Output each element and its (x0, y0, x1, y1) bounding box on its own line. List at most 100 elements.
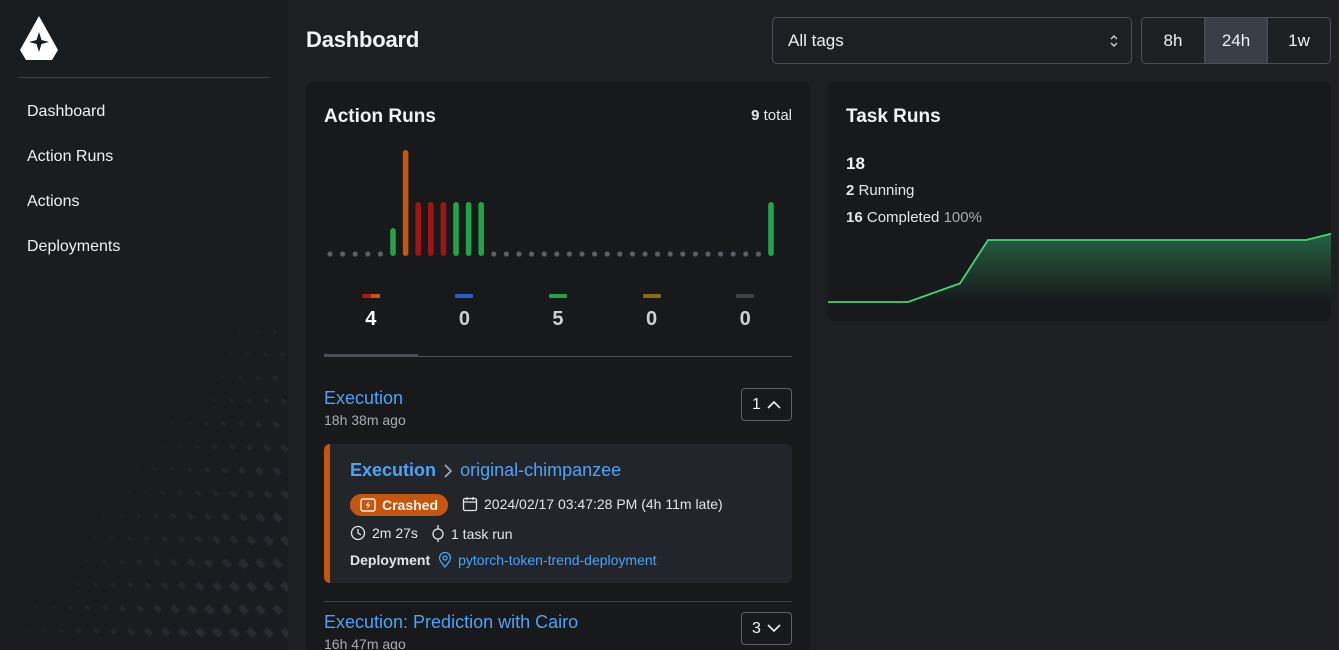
run-card[interactable]: Execution original-chimpanzee Crashed 20… (324, 444, 792, 583)
decorative-dot (144, 536, 150, 542)
range-24h-button[interactable]: 24h (1205, 18, 1268, 63)
decorative-dot (204, 558, 214, 568)
run-name-link[interactable]: original-chimpanzee (460, 460, 622, 480)
decorative-dot (34, 605, 38, 609)
action-runs-title: Action Runs (324, 106, 436, 127)
decorative-dot (127, 490, 131, 494)
sidebar-item-dashboard[interactable]: Dashboard (27, 103, 106, 120)
histogram-empty-dot (667, 251, 673, 257)
histogram-empty-dot (541, 251, 547, 257)
tag-filter-select[interactable]: All tags (772, 17, 1132, 64)
histogram-bar[interactable] (465, 202, 472, 256)
histogram-bar[interactable] (428, 202, 434, 256)
run-group-title[interactable]: Execution (324, 388, 404, 408)
decorative-dot (204, 421, 209, 426)
histogram-bar[interactable] (402, 150, 409, 256)
histogram-bar[interactable] (390, 228, 396, 256)
range-8h-button[interactable]: 8h (1142, 18, 1205, 63)
decorative-dot (221, 558, 232, 569)
action-runs-histogram[interactable] (324, 144, 792, 262)
state-tab-scheduled[interactable]: 0 (605, 288, 699, 356)
decorative-dot (187, 512, 195, 520)
decorative-dot (280, 535, 288, 546)
sidebar-item-deployments[interactable]: Deployments (27, 238, 121, 255)
decorative-dot (204, 512, 213, 521)
decorative-dot (246, 443, 254, 451)
histogram-empty-dot (617, 251, 623, 257)
decorative-dot (153, 558, 161, 566)
decorative-dot (153, 513, 159, 519)
histogram-empty-dot (592, 251, 598, 257)
run-group-time: 18h 38m ago (324, 412, 406, 428)
decorative-dot (144, 627, 153, 637)
decorative-dot (161, 490, 166, 495)
task-runs-running: 2 Running (846, 182, 914, 199)
decorative-dot (280, 352, 286, 358)
decorative-dot (238, 466, 247, 475)
task-chart-line (828, 232, 1331, 303)
decorative-dot (280, 627, 288, 638)
run-group-toggle-button[interactable]: 1 (741, 388, 792, 421)
state-tab-completed[interactable]: 5 (511, 288, 605, 356)
histogram-empty-dot (730, 251, 736, 257)
decorative-dot (144, 581, 152, 589)
decorative-dot (255, 375, 261, 381)
tag-filter-value: All tags (788, 31, 844, 50)
decorative-dot (221, 466, 229, 474)
decorative-dot (280, 581, 288, 592)
decorative-dot (263, 443, 272, 452)
state-tab-running[interactable]: 0 (418, 288, 512, 356)
range-1w-button[interactable]: 1w (1288, 31, 1310, 50)
run-duration: 2m 27s (350, 525, 418, 541)
sidebar-item-actions[interactable]: Actions (27, 193, 80, 210)
decorative-dot (187, 558, 196, 568)
histogram-empty-dot (655, 251, 661, 257)
sidebar-item-action-runs[interactable]: Action Runs (27, 148, 114, 165)
decorative-dot (195, 398, 199, 402)
histogram-bar[interactable] (478, 202, 484, 256)
select-arrows-icon (1110, 35, 1118, 47)
task-completed-percent: 100% (943, 209, 982, 226)
decorative-dot (212, 444, 218, 450)
run-deployment: Deployment pytorch-token-trend-deploymen… (350, 552, 657, 568)
histogram-empty-dot (554, 251, 560, 257)
decorative-dot (85, 559, 90, 564)
logo-icon[interactable] (20, 16, 58, 60)
decorative-dot (272, 558, 283, 569)
decorative-dot (144, 490, 149, 495)
histogram-empty-dot (340, 251, 346, 257)
decorative-dot (187, 421, 192, 426)
task-running-label: Running (858, 182, 915, 199)
histogram-bar[interactable] (415, 202, 421, 256)
decorative-dot (255, 558, 266, 569)
state-tabs: 4 0 5 0 0 (324, 288, 792, 357)
histogram-empty-dot (377, 251, 383, 257)
decorative-dot (246, 581, 257, 592)
run-scheduled: 2024/02/17 03:47:28 PM (4h 11m late) (462, 496, 723, 512)
decorative-dot (229, 352, 233, 356)
decorative-dot (229, 535, 239, 545)
decorative-dot (272, 420, 281, 429)
histogram-bar[interactable] (440, 202, 447, 256)
decorative-dot (238, 604, 249, 615)
crashed-icon (360, 498, 376, 512)
histogram-empty-dot (327, 251, 333, 257)
run-group-toggle-button[interactable]: 3 (741, 612, 792, 645)
decorative-dot (272, 466, 282, 476)
run-group-title[interactable]: Execution: Prediction with Cairo (324, 612, 579, 632)
histogram-bar[interactable] (768, 202, 774, 256)
histogram-empty-dot (503, 251, 509, 257)
state-swatch-completed (548, 294, 567, 298)
decorative-dot (238, 375, 243, 380)
deployment-link[interactable]: pytorch-token-trend-deployment (458, 552, 657, 568)
state-tab-other[interactable]: 0 (698, 288, 792, 356)
task-runs-chart[interactable] (828, 222, 1331, 321)
decorative-dot (110, 582, 116, 588)
decorative-dot (170, 421, 174, 425)
decorative-dot (195, 489, 202, 497)
state-tab-failed[interactable]: 4 (324, 288, 418, 357)
histogram-bar[interactable] (453, 202, 459, 256)
decorative-dot (178, 490, 184, 496)
run-flow-link[interactable]: Execution (350, 460, 437, 480)
state-badge-crashed: Crashed (350, 494, 449, 516)
